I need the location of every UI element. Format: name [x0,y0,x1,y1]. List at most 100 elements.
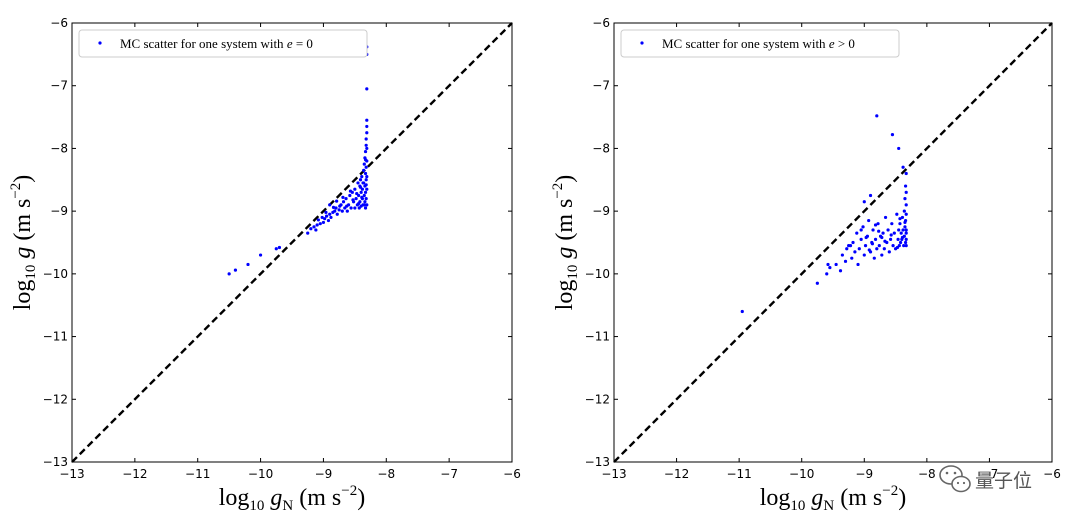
x-title-close: ) [357,485,365,511]
scatter-point [845,247,849,251]
scatter-point [857,247,861,251]
wechat-icon [939,465,971,493]
scatter-point [862,200,866,204]
legend-label-relation: > 0 [835,36,855,51]
scatter-point [867,218,871,223]
x-tick-label: −11 [185,467,210,481]
scatter-point [880,235,884,240]
legend: MC scatter for one system with e = 0 [78,29,368,58]
scatter-point [904,190,908,194]
x-tick-label: −12 [122,467,147,481]
scatter-points [740,114,908,314]
scatter-point [843,259,848,263]
scatter-point [903,197,907,201]
scatter-point [897,228,901,232]
scatter-point [355,191,359,196]
scatter-point [341,195,345,199]
x-title-variable-subscript: N [282,498,293,514]
legend: MC scatter for one system with e > 0 [620,29,900,58]
scatter-point [337,208,341,212]
scatter-point [362,162,366,166]
scatter-point [902,244,906,248]
scatter-point [899,231,903,235]
scatter-point [877,244,881,248]
scatter-point [315,223,319,227]
scatter-point [825,272,829,276]
x-title-exponent: −2 [882,483,898,499]
legend-marker [640,41,644,45]
scatter-point [363,200,367,204]
scatter-point [903,225,907,229]
scatter-point [896,237,900,241]
scatter-point [312,225,316,229]
scatter-point [360,195,364,199]
x-tick-label: −10 [248,467,273,481]
scatter-point [358,178,363,182]
legend-label-math: e [829,36,835,51]
scatter-point [321,220,326,225]
scatter-point [861,225,865,229]
scatter-point [340,209,344,213]
y-tick-label: −7 [50,79,68,93]
y-tick-label: −13 [585,455,610,469]
scatter-point [258,253,263,257]
x-title-log-subscript: 10 [249,498,264,514]
scatter-point [324,210,328,214]
scatter-point [880,253,884,257]
legend-label-relation: = 0 [293,36,313,51]
scatter-point [901,228,905,232]
scatter-point [227,272,231,276]
scatter-point [873,223,878,227]
scatter-point [873,237,878,241]
y-tick-label: −8 [592,141,610,155]
scatter-point [354,197,358,201]
scatter-point [274,247,278,251]
x-title-log: log [219,485,250,511]
scatter-point [364,137,368,141]
scatter-point [871,228,875,232]
scatter-point [838,269,843,273]
scatter-point [888,237,893,241]
y-title-variable: g [552,247,578,259]
scatter-point [904,171,908,176]
legend-marker [98,41,102,45]
scatter-point [365,203,369,207]
y-tick-label: −8 [50,141,68,155]
scatter-point [364,183,368,187]
scatter-point [328,212,332,216]
scatter-point [898,217,902,221]
watermark: 量子位 [939,465,1032,493]
x-tick-label: −7 [440,467,458,481]
scatter-point [335,212,339,216]
scatter-point [875,114,879,118]
scatter-point [338,204,342,208]
scatter-point [828,265,832,270]
scatter-point [326,218,331,223]
scatter-point [840,253,844,257]
y-tick-label: −6 [592,16,610,30]
x-title-unit: (m s [834,485,882,511]
scatter-point [349,206,353,210]
scatter-point [359,190,363,194]
scatter-point [362,193,366,198]
scatter-point [365,187,369,191]
y-title-unit: (m s [552,199,578,247]
scatter-point [876,222,880,226]
legend-label-text: MC scatter for one system with [662,36,829,51]
scatter-point [333,209,337,213]
scatter-point [853,250,857,254]
scatter-point [364,143,368,147]
scatter-point [902,209,906,213]
scatter-point [856,262,860,267]
scatter-point [306,231,310,235]
scatter-point [348,193,352,198]
y-tick-label: −6 [50,16,68,30]
scatter-point [740,309,744,314]
scatter-point [363,190,368,194]
scatter-point [364,197,368,201]
scatter-point [357,202,361,206]
left-scatter-panel: −13 −12 −11 −10 −9 −8 −7 −6 −13 −12 −11 −10 −9 −8 −7 −6… [8,16,521,514]
y-tick-label: −9 [50,204,68,218]
scatter-point [277,245,282,250]
scatter-point [363,158,368,162]
